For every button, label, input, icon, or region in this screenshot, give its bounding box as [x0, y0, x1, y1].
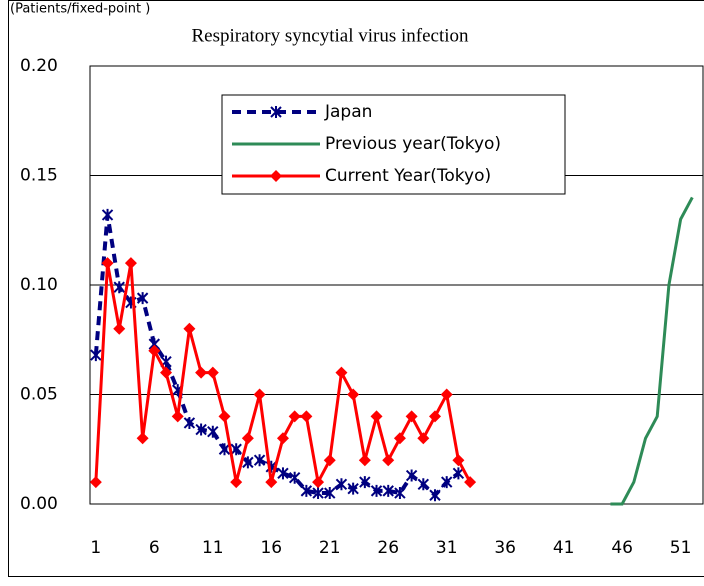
x-tick-label: 51 [670, 538, 692, 558]
x-tick-label: 6 [149, 538, 160, 558]
data-point [113, 281, 125, 294]
data-point [359, 476, 371, 489]
series-line [93, 214, 460, 499]
data-point [394, 487, 406, 500]
data-point [464, 476, 477, 489]
data-point [90, 349, 102, 362]
data-point [171, 410, 184, 423]
data-point [218, 443, 231, 456]
data-point [335, 366, 348, 379]
x-tick-label: 46 [611, 538, 633, 558]
data-point [312, 487, 324, 500]
data-point [405, 410, 418, 423]
data-point [440, 388, 453, 401]
data-point [335, 478, 348, 491]
data-point [405, 469, 418, 482]
data-point [195, 423, 207, 436]
data-point [265, 476, 278, 489]
data-point [124, 257, 137, 270]
x-tick-label: 26 [377, 538, 399, 558]
data-point [101, 257, 114, 270]
series-line [94, 262, 472, 487]
data-point [276, 432, 289, 445]
data-point [429, 410, 442, 423]
data-point [241, 432, 254, 445]
legend-marker [270, 106, 282, 118]
data-point [89, 476, 102, 489]
data-point [382, 484, 394, 497]
data-point [148, 344, 161, 357]
x-tick-label: 31 [436, 538, 458, 558]
data-point [207, 425, 219, 438]
data-point [160, 366, 173, 379]
data-point [452, 467, 465, 480]
legend-label: Current Year(Tokyo) [325, 166, 491, 186]
data-point [429, 489, 441, 502]
data-point [206, 366, 219, 379]
data-point [324, 487, 336, 500]
data-point [358, 454, 371, 467]
data-point [288, 410, 301, 423]
y-tick-label: 0.00 [20, 494, 58, 514]
data-point [253, 454, 266, 467]
legend-marker [270, 170, 282, 182]
chart-title: Respiratory syncytial virus infection [191, 25, 469, 46]
chart-frame [8, 0, 704, 577]
data-point [253, 388, 266, 401]
data-point [323, 454, 336, 467]
data-point [347, 482, 359, 495]
y-tick-label: 0.15 [20, 166, 58, 186]
x-tick-label: 1 [90, 538, 101, 558]
y-axis-label: (Patients/fixed-point ) [10, 2, 150, 17]
data-point [288, 471, 301, 484]
y-tick-label: 0.10 [20, 275, 58, 295]
data-point [452, 454, 465, 467]
data-point [218, 410, 231, 423]
x-tick-label: 16 [260, 538, 282, 558]
x-tick-label: 41 [553, 538, 575, 558]
data-point [417, 478, 430, 491]
data-point [393, 432, 406, 445]
data-point [230, 476, 243, 489]
y-tick-label: 0.05 [20, 385, 58, 405]
data-point [136, 432, 149, 445]
data-point [300, 484, 313, 497]
data-point [195, 366, 208, 379]
data-point [230, 443, 242, 456]
series-line [610, 196, 694, 506]
data-point [370, 410, 383, 423]
data-point [347, 388, 360, 401]
data-point [312, 476, 325, 489]
data-point [101, 208, 114, 221]
legend-label: Japan [324, 102, 372, 122]
data-point [113, 322, 126, 335]
data-point [440, 476, 453, 489]
data-point [370, 484, 383, 497]
data-point [382, 454, 395, 467]
data-point [277, 467, 289, 480]
y-tick-label: 0.20 [20, 56, 58, 76]
x-tick-label: 36 [494, 538, 516, 558]
data-point [183, 416, 196, 429]
data-point [417, 432, 430, 445]
data-point [183, 322, 196, 335]
x-tick-label: 21 [319, 538, 341, 558]
data-point [300, 410, 313, 423]
data-point [136, 292, 149, 305]
legend-label: Previous year(Tokyo) [325, 134, 501, 154]
x-tick-label: 11 [202, 538, 224, 558]
data-point [242, 456, 254, 469]
